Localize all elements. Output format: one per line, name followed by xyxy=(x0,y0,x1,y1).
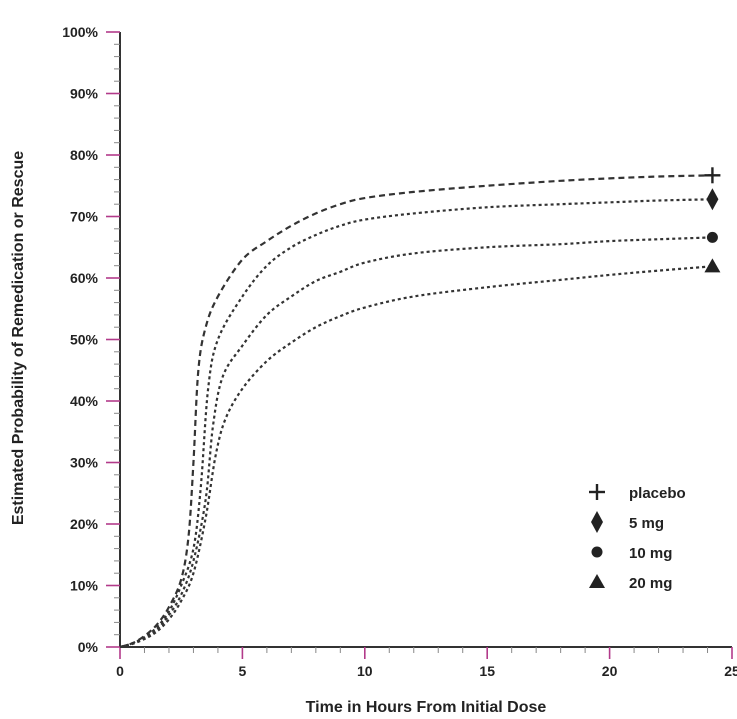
y-tick-label: 10% xyxy=(70,578,99,594)
y-tick-label: 40% xyxy=(70,393,99,409)
y-axis-title: Estimated Probability of Remedication or… xyxy=(10,151,27,525)
legend-marker-10-mg xyxy=(591,546,603,558)
series-end-marker-10-mg xyxy=(706,231,718,243)
x-tick-label: 20 xyxy=(602,663,618,679)
legend: placebo 5 mg 10 mg 20 mg xyxy=(589,484,686,592)
series-line-10-mg xyxy=(119,236,713,649)
x-axis: 0 5 10 15 20 25 xyxy=(116,646,737,679)
y-tick-label: 80% xyxy=(70,147,99,163)
legend-marker-placebo xyxy=(589,484,605,500)
y-tick-label: 90% xyxy=(70,86,99,102)
x-tick-label: 5 xyxy=(239,663,247,679)
y-tick-label: 70% xyxy=(70,209,99,225)
series-line-5-mg xyxy=(119,198,713,649)
y-tick-label: 100% xyxy=(62,24,98,40)
y-axis: 0% 10% 20% 30% 40% 50% 60% 70% 80% 90% 100% xyxy=(62,24,121,655)
y-tick-label: 20% xyxy=(70,516,99,532)
legend-label: placebo xyxy=(629,485,686,502)
end-markers xyxy=(704,167,721,273)
y-tick-label: 60% xyxy=(70,270,99,286)
series-end-marker-5-mg xyxy=(706,188,719,211)
series-line-20-mg xyxy=(119,265,713,649)
x-tick-label: 10 xyxy=(357,663,373,679)
y-tick-label: 50% xyxy=(70,332,99,348)
legend-label: 5 mg xyxy=(629,515,664,532)
x-tick-label: 15 xyxy=(479,663,495,679)
y-tick-label: 30% xyxy=(70,455,99,471)
legend-label: 20 mg xyxy=(629,575,672,592)
x-tick-label: 0 xyxy=(116,663,124,679)
x-tick-label: 25 xyxy=(724,663,737,679)
series-end-marker-20-mg xyxy=(704,258,721,273)
x-axis-title: Time in Hours From Initial Dose xyxy=(306,699,547,716)
series-line-placebo xyxy=(119,174,713,649)
legend-marker-20-mg xyxy=(589,574,605,588)
legend-label: 10 mg xyxy=(629,545,672,562)
series-group xyxy=(119,174,713,649)
y-tick-label: 0% xyxy=(78,639,99,655)
series-end-marker-placebo xyxy=(704,167,721,184)
legend-marker-5-mg xyxy=(591,511,603,533)
